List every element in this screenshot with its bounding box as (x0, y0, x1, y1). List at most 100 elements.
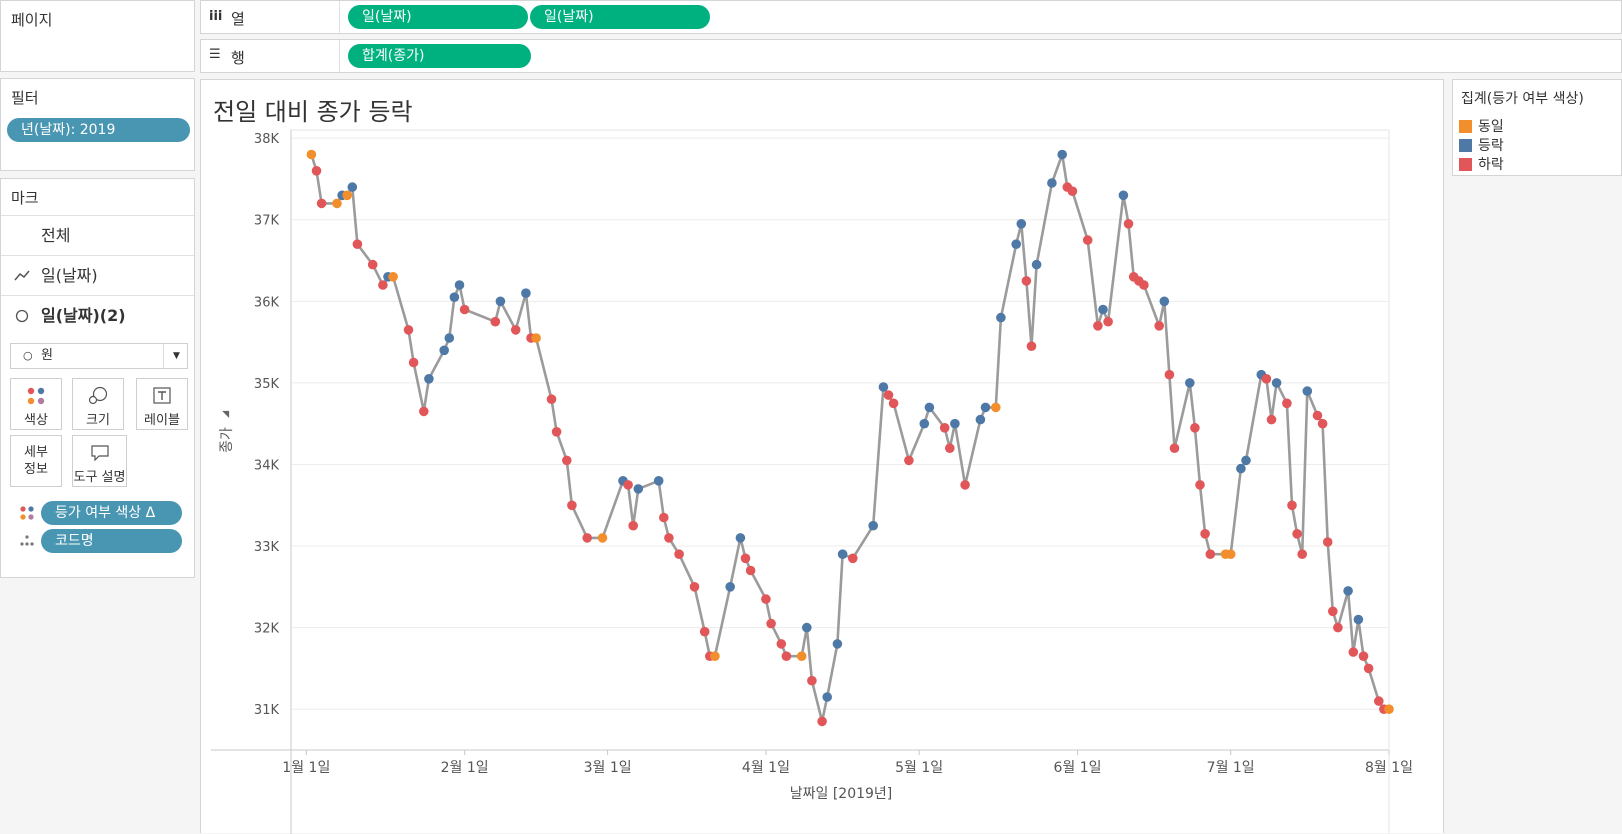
data-point-down (939, 423, 950, 433)
data-point-down (904, 455, 914, 466)
data-point-down (316, 198, 327, 209)
rows-pill-sum-close[interactable]: 합계(종가) (348, 44, 531, 68)
y-tick-label: 36K (254, 295, 280, 310)
y-tick-label: 32K (254, 622, 280, 637)
data-point-up (802, 622, 812, 633)
x-tick-label: 6월 1일 (1053, 760, 1101, 776)
columns-shelf[interactable]: iii 열 일(날짜) 일(날짜) (200, 0, 1622, 35)
data-point-down (766, 618, 776, 629)
columns-pill-day[interactable]: 일(날짜) (348, 5, 528, 29)
columns-icon: iii (209, 9, 223, 24)
columns-pill-day-2[interactable]: 일(날짜) (530, 5, 710, 29)
data-point-down (562, 455, 572, 466)
data-point-down (1322, 537, 1333, 547)
data-point-up (1011, 239, 1021, 249)
mark-type-dropdown[interactable]: ○ 원 ▼ (10, 343, 188, 369)
data-point-down (1103, 316, 1113, 327)
data-point-down (689, 582, 700, 592)
y-tick-label: 38K (254, 132, 280, 147)
data-point-down (848, 553, 858, 564)
data-point-up (868, 520, 878, 531)
data-point-down (1169, 443, 1180, 454)
data-point-down (1374, 696, 1384, 706)
marks-label: 마크 (11, 189, 39, 207)
legend-label-down: 하락 (1478, 157, 1504, 173)
color-button[interactable]: 색상 (10, 378, 62, 430)
data-point-down (490, 316, 501, 327)
marks-circle-layer[interactable]: 일(날짜)(2) (1, 295, 194, 335)
data-point-down (1093, 321, 1103, 331)
label-button[interactable]: 레이블 (136, 378, 188, 430)
data-point-up (439, 345, 449, 356)
data-point-down (378, 280, 388, 290)
data-point-down (1292, 529, 1302, 539)
detail-pill-code-name[interactable]: 코드명 (41, 529, 182, 553)
detail-encoding-icon (20, 535, 34, 546)
mark-type-circle-icon: ○ (23, 349, 33, 362)
data-point-down (403, 325, 414, 335)
data-point-down (352, 239, 363, 249)
x-tick-label: 3월 1일 (584, 760, 632, 776)
data-point-down (1123, 219, 1134, 229)
tooltip-icon (90, 445, 109, 462)
rows-shelf[interactable]: ☰ 행 합계(종가) (200, 39, 1622, 74)
tooltip-button[interactable]: 도구 설명 (72, 435, 127, 487)
size-button[interactable]: 크기 (72, 378, 124, 430)
marks-all[interactable]: 전체 (1, 215, 194, 255)
line-icon (14, 270, 30, 281)
data-point-down (419, 406, 429, 417)
data-point-down (582, 533, 592, 543)
data-point-down (1297, 549, 1307, 559)
data-point-same (332, 198, 342, 209)
data-point-down (623, 480, 633, 490)
data-point-up (633, 484, 644, 494)
data-point-up (347, 182, 358, 192)
x-axis-title: 날짜일 [2019년] (790, 786, 893, 802)
legend-item-down[interactable]: 하락 (1459, 155, 1504, 175)
data-point-up (1118, 190, 1129, 201)
y-tick-label: 33K (254, 540, 280, 555)
data-point-down (674, 549, 684, 559)
data-point-down (1358, 651, 1369, 661)
data-point-up (1016, 219, 1027, 229)
filters-panel: 필터 년(날짜): 2019 (0, 78, 195, 171)
marks-panel: 마크 전체 일(날짜) 일(날짜)(2) ○ 원 ▼ 색상 크기 레이블 (0, 178, 195, 578)
data-point-down (1266, 414, 1277, 425)
data-point-down (883, 390, 894, 400)
data-point-up (1057, 149, 1067, 160)
data-point-up (1271, 378, 1282, 388)
legend-label-same: 동일 (1478, 119, 1504, 135)
legend-swatch-same (1459, 120, 1472, 133)
data-point-up (950, 418, 960, 429)
data-point-same (597, 533, 608, 543)
data-point-up (725, 582, 735, 592)
chart-svg: 31K 32K 33K 34K 35K 36K 37K 38K 1월 1일 2월 1일 3월 1일 4… (211, 129, 1413, 834)
data-point-down (1287, 500, 1297, 511)
legend-swatch-down (1459, 158, 1472, 171)
filters-label: 필터 (11, 89, 39, 107)
data-point-up (924, 402, 935, 413)
legend-item-same[interactable]: 동일 (1459, 117, 1504, 137)
data-point-up (424, 374, 434, 384)
detail-button[interactable]: 세부 정보 (10, 435, 62, 487)
legend-swatch-up (1459, 139, 1472, 152)
legend-panel: 집계(등가 여부 색상) 동일 등락 하락 (1452, 79, 1622, 176)
x-tick-label: 1월 1일 (282, 760, 330, 776)
data-point-down (1154, 321, 1164, 331)
data-point-down (761, 594, 771, 604)
detail-button-label-2: 정보 (24, 462, 48, 477)
marks-line-layer[interactable]: 일(날짜) (1, 255, 194, 295)
filter-pill-year[interactable]: 년(날짜): 2019 (7, 118, 190, 142)
data-point-down (1312, 410, 1323, 421)
data-point-down (1205, 549, 1216, 559)
x-tick-label: 2월 1일 (441, 760, 489, 776)
color-encoding-icon (20, 506, 34, 520)
detail-button-label-1: 세부 (24, 445, 48, 460)
data-point-up (878, 382, 889, 392)
data-point-up (1031, 259, 1042, 270)
data-point-up (653, 476, 664, 486)
color-pill-same-flag[interactable]: 등가 여부 색상 Δ (41, 501, 182, 525)
legend-item-up[interactable]: 등락 (1459, 136, 1504, 156)
data-point-down (1363, 663, 1374, 674)
data-point-same (306, 149, 317, 160)
